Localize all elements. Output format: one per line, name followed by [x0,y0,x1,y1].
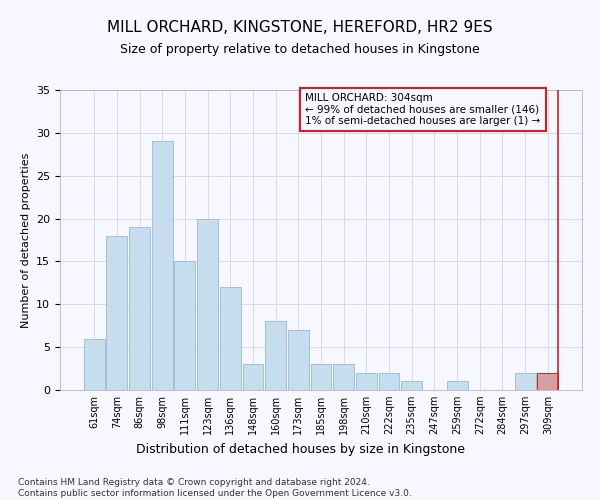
Bar [538,373,558,390]
Y-axis label: Number of detached properties: Number of detached properties [20,152,31,328]
Bar [311,364,331,390]
Bar [106,236,127,390]
Bar [446,382,467,390]
Bar [401,382,422,390]
Text: MILL ORCHARD, KINGSTONE, HEREFORD, HR2 9ES: MILL ORCHARD, KINGSTONE, HEREFORD, HR2 9… [107,20,493,35]
Bar [175,262,196,390]
Bar [220,287,241,390]
Bar [84,338,104,390]
Text: Contains HM Land Registry data © Crown copyright and database right 2024.
Contai: Contains HM Land Registry data © Crown c… [18,478,412,498]
Bar [129,227,150,390]
Text: MILL ORCHARD: 304sqm
← 99% of detached houses are smaller (146)
1% of semi-detac: MILL ORCHARD: 304sqm ← 99% of detached h… [305,93,541,126]
Bar [242,364,263,390]
Bar [152,142,173,390]
Bar [356,373,377,390]
Text: Distribution of detached houses by size in Kingstone: Distribution of detached houses by size … [136,442,464,456]
Bar [333,364,354,390]
Bar [265,322,286,390]
Bar [379,373,400,390]
Text: Size of property relative to detached houses in Kingstone: Size of property relative to detached ho… [120,42,480,56]
Bar [515,373,536,390]
Bar [288,330,309,390]
Bar [197,218,218,390]
